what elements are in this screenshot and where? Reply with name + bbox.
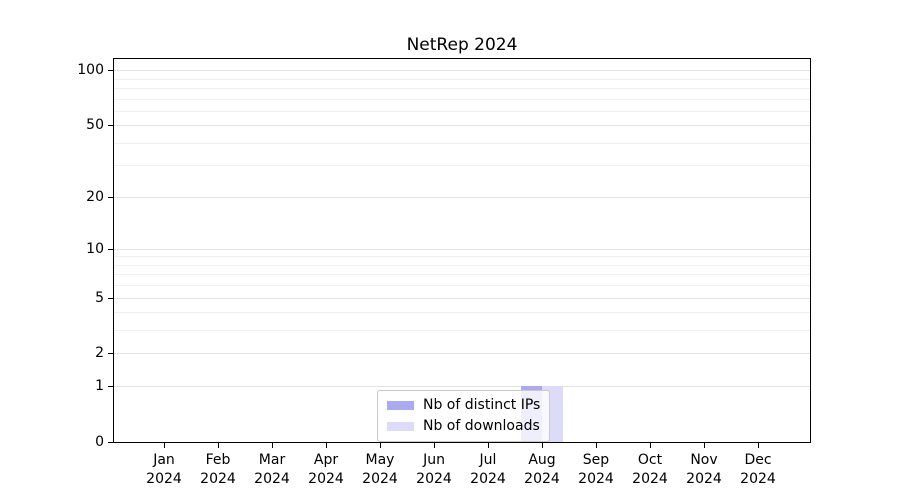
- y-tick-label: 5: [95, 290, 104, 306]
- legend-swatch-distinct-ips: [387, 401, 414, 410]
- x-tick-label-month: Aug: [528, 452, 556, 468]
- x-tick-label-year: 2024: [524, 471, 560, 487]
- x-tick-mark: [380, 443, 381, 448]
- minor-gridline: [114, 79, 810, 80]
- x-tick-label-year: 2024: [632, 471, 668, 487]
- legend-label: Nb of distinct IPs: [423, 397, 541, 413]
- legend: Nb of distinct IPs Nb of downloads: [377, 390, 551, 442]
- x-tick-label: Jul 2024: [456, 451, 520, 489]
- y-tick-mark: [108, 442, 113, 443]
- y-tick-label: 50: [86, 117, 104, 133]
- legend-entry: Nb of distinct IPs: [387, 395, 540, 416]
- y-tick-label: 0: [95, 434, 104, 450]
- y-tick-label: 2: [95, 345, 104, 361]
- x-tick-mark: [488, 443, 489, 448]
- y-tick-mark: [108, 386, 113, 387]
- major-gridline: [114, 125, 810, 126]
- major-gridline: [114, 386, 810, 387]
- x-tick-mark: [650, 443, 651, 448]
- legend-entry: Nb of downloads: [387, 416, 540, 437]
- legend-swatch-downloads: [387, 422, 414, 431]
- chart-title: NetRep 2024: [406, 35, 518, 55]
- x-tick-label-month: Jan: [153, 452, 175, 468]
- x-tick-label-year: 2024: [146, 471, 182, 487]
- x-tick-label: Mar 2024: [240, 451, 304, 489]
- x-tick-label-year: 2024: [470, 471, 506, 487]
- y-tick-label: 100: [77, 62, 104, 78]
- x-tick-mark: [272, 443, 273, 448]
- y-tick-mark: [108, 298, 113, 299]
- x-tick-mark: [596, 443, 597, 448]
- x-tick-label-month: Feb: [205, 452, 231, 468]
- major-gridline: [114, 70, 810, 71]
- x-tick-label-month: Jun: [423, 452, 445, 468]
- y-tick-label: 20: [86, 189, 104, 205]
- x-tick-mark: [218, 443, 219, 448]
- x-tick-label: Oct 2024: [618, 451, 682, 489]
- minor-gridline: [114, 285, 810, 286]
- x-tick-label-month: Apr: [313, 452, 339, 468]
- x-tick-mark: [704, 443, 705, 448]
- minor-gridline: [114, 88, 810, 89]
- minor-gridline: [114, 143, 810, 144]
- x-tick-label: Aug 2024: [510, 451, 574, 489]
- minor-gridline: [114, 265, 810, 266]
- x-tick-label-year: 2024: [578, 471, 614, 487]
- major-gridline: [114, 298, 810, 299]
- plot-area: [113, 58, 811, 443]
- x-tick-label-month: Sep: [582, 452, 610, 468]
- x-tick-label: Dec 2024: [726, 451, 790, 489]
- major-gridline: [114, 249, 810, 250]
- y-tick-mark: [108, 197, 113, 198]
- minor-gridline: [114, 165, 810, 166]
- x-tick-label-month: Oct: [637, 452, 663, 468]
- x-tick-label: Feb 2024: [186, 451, 250, 489]
- y-tick-mark: [108, 249, 113, 250]
- x-tick-label-year: 2024: [308, 471, 344, 487]
- minor-gridline: [114, 256, 810, 257]
- x-tick-label-year: 2024: [200, 471, 236, 487]
- major-gridline: [114, 353, 810, 354]
- minor-gridline: [114, 330, 810, 331]
- x-tick-label: Jun 2024: [402, 451, 466, 489]
- x-tick-label-year: 2024: [254, 471, 290, 487]
- x-tick-label-month: Jul: [479, 452, 497, 468]
- minor-gridline: [114, 274, 810, 275]
- minor-gridline: [114, 99, 810, 100]
- x-tick-label-month: May: [365, 452, 395, 468]
- x-tick-label: Nov 2024: [672, 451, 736, 489]
- major-gridline: [114, 197, 810, 198]
- minor-gridline: [114, 111, 810, 112]
- x-tick-label: Jan 2024: [132, 451, 196, 489]
- y-tick-mark: [108, 353, 113, 354]
- minor-gridline: [114, 312, 810, 313]
- x-tick-label-month: Mar: [258, 452, 286, 468]
- x-tick-label: Apr 2024: [294, 451, 358, 489]
- x-tick-mark: [434, 443, 435, 448]
- x-tick-mark: [164, 443, 165, 448]
- x-tick-label-month: Nov: [690, 452, 718, 468]
- x-tick-label: Sep 2024: [564, 451, 628, 489]
- x-tick-label: May 2024: [348, 451, 412, 489]
- x-tick-label-year: 2024: [740, 471, 776, 487]
- x-tick-label-month: Dec: [744, 452, 772, 468]
- x-tick-label-year: 2024: [362, 471, 398, 487]
- legend-label: Nb of downloads: [423, 418, 540, 434]
- y-tick-mark: [108, 70, 113, 71]
- y-tick-mark: [108, 125, 113, 126]
- y-tick-label: 1: [95, 378, 104, 394]
- x-tick-mark: [542, 443, 543, 448]
- y-tick-label: 10: [86, 241, 104, 257]
- x-tick-mark: [758, 443, 759, 448]
- x-tick-mark: [326, 443, 327, 448]
- x-tick-label-year: 2024: [686, 471, 722, 487]
- x-tick-label-year: 2024: [416, 471, 452, 487]
